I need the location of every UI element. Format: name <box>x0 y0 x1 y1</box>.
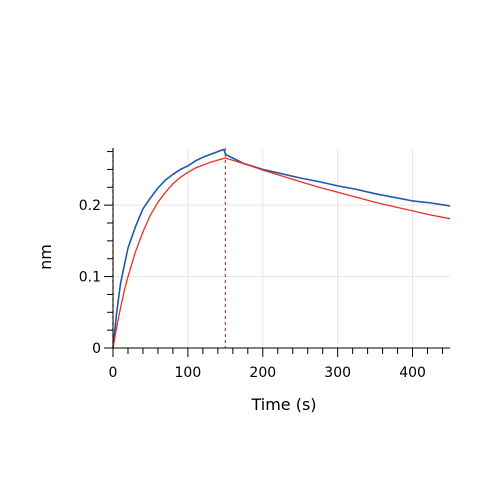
grid <box>113 148 450 348</box>
y-tick-label: 0.2 <box>79 198 101 214</box>
axes <box>112 148 450 349</box>
y-tick-label: 0 <box>92 341 101 357</box>
fitted-curve-line <box>112 157 451 349</box>
x-tick-label: 100 <box>175 365 202 381</box>
x-tick-label: 400 <box>399 365 426 381</box>
x-tick-label: 300 <box>324 365 351 381</box>
x-axis-title: Time (s) <box>250 395 316 414</box>
x-tick-label: 200 <box>249 365 276 381</box>
measured-data-line <box>112 148 451 349</box>
x-tick-label: 0 <box>109 365 118 381</box>
y-tick-label: 0.1 <box>79 270 101 286</box>
data-series <box>112 148 451 349</box>
ticks: 0 100 200 300 400 0 0.1 0.2 <box>79 151 444 381</box>
y-axis-title: nm <box>36 244 55 270</box>
